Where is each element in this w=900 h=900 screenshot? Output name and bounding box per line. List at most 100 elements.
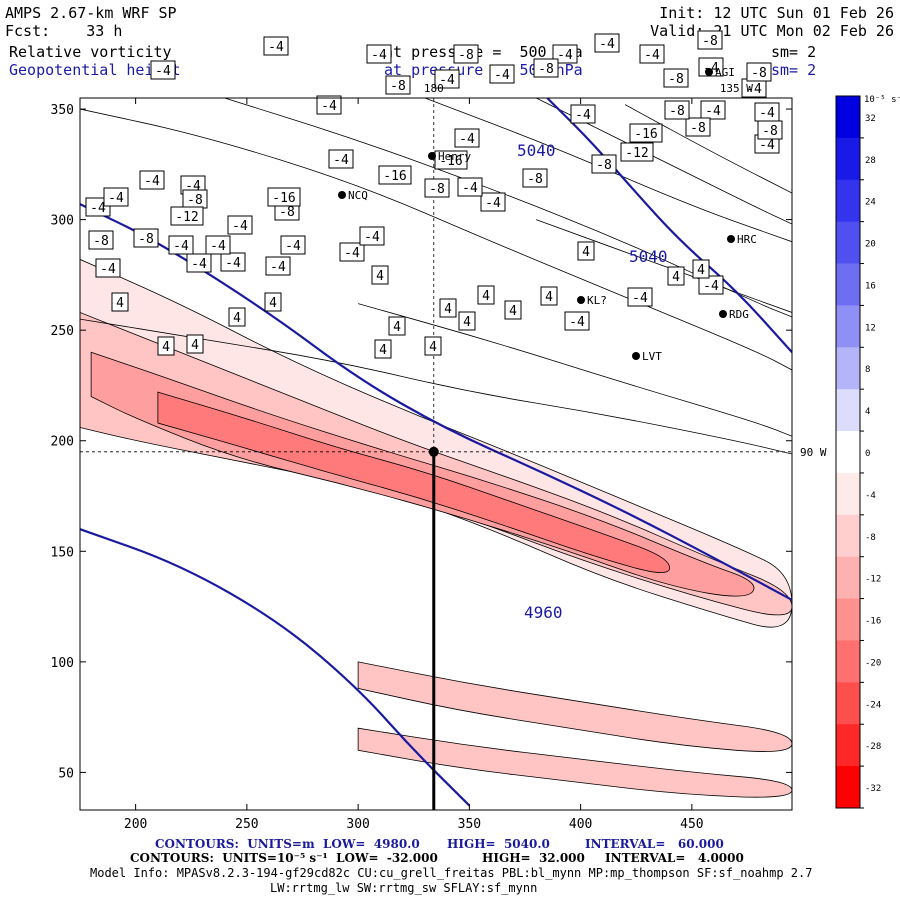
contour-label-text: -8 [668, 72, 684, 87]
model-title: AMPS 2.67-km WRF SP [5, 4, 177, 22]
vort-band-4 [357, 661, 792, 752]
contour-label: -4 [366, 44, 392, 64]
vorticity-fill-layer [80, 258, 792, 798]
colorbar-label: 16 [865, 281, 876, 291]
contour-label-text: -16 [439, 154, 462, 169]
contour-label: -8 [424, 178, 450, 198]
contour-label-box [374, 339, 392, 359]
contour-label-text: -4 [155, 64, 171, 79]
contour-label-text: -8 [138, 232, 154, 247]
contour-label: -4 [434, 69, 460, 89]
contour-label-box [692, 259, 710, 279]
contour-label: -8 [522, 168, 548, 188]
contour-label-text: -4 [100, 262, 116, 277]
contour-label: -8 [757, 120, 783, 140]
contour-label: 4 [374, 339, 392, 359]
contour-label-text: -8 [596, 158, 612, 173]
contour-label-box [280, 235, 306, 255]
contour-label: -4 [265, 256, 291, 276]
crosshair-point [428, 446, 439, 457]
height-contour-high: HIGH= 5040.0 [447, 837, 550, 851]
contour-label-box [591, 154, 617, 174]
contour-label-text: 4 [463, 315, 471, 330]
contour-label: -12 [170, 206, 204, 226]
contour-label-box [359, 226, 385, 246]
contour-label-text: -8 [538, 62, 554, 77]
contour-label-box [629, 123, 663, 143]
contour-label: -8 [385, 75, 411, 95]
colorbar-swatch [836, 598, 860, 641]
contour-label-text: -4 [344, 246, 360, 261]
contour-label: -8 [664, 100, 690, 120]
contour-label-box [667, 266, 685, 286]
contour-label-text: -4 [210, 239, 226, 254]
vort-contour-info: CONTOURS: UNITS=10⁻⁵ s⁻¹ LOW= -32.000 [130, 851, 438, 865]
contour-label-text: -4 [364, 230, 380, 245]
contour-label-box [685, 117, 711, 137]
contour-label-box [697, 30, 723, 50]
colorbar-swatch [836, 221, 860, 265]
contour-label-text: -4 [225, 256, 241, 271]
contour-label-box [424, 336, 442, 356]
x-tick-label: 200 [124, 817, 147, 832]
vort-line-5 [80, 318, 792, 455]
contour-label: -4 [700, 100, 726, 120]
contour-label: 4 [186, 334, 204, 354]
contour-label-box [594, 33, 620, 53]
contour-label: -8 [591, 154, 617, 174]
y-tick-label: 300 [51, 214, 74, 229]
height-contour-info: CONTOURS: UNITS=m LOW= 4980.0 [155, 837, 420, 851]
contour-label: 4 [577, 241, 595, 261]
colorbar-label: 8 [865, 365, 870, 375]
contour-label: -8 [533, 58, 559, 78]
contour-label: -4 [150, 60, 176, 80]
colorbar-swatch [836, 431, 860, 474]
right-axis-label: 90 W [800, 446, 827, 459]
contour-label: -4 [328, 149, 354, 169]
vort-contour-high: HIGH= 32.000 [482, 851, 585, 865]
colorbar: 10⁻⁵ s⁻¹ 32 28 24 20 16 12 8 4 0 -4 -8 -12 -16 -20 -24 -… [835, 95, 900, 809]
contour-label-text: 4 [116, 296, 124, 311]
y-tick-label: 250 [51, 324, 74, 339]
vort-line-6 [358, 303, 792, 437]
colorbar-label: 4 [865, 407, 870, 417]
contour-label-text: 4 [582, 245, 590, 260]
x-tick-label: 300 [346, 817, 369, 832]
colorbar-label: -16 [865, 617, 881, 627]
contour-label-text: 4 [545, 290, 553, 305]
contour-label-box [205, 235, 231, 255]
contour-label: -8 [697, 30, 723, 50]
colorbar-swatch [836, 766, 860, 809]
station-dot [705, 68, 713, 76]
colorbar-swatch [836, 305, 860, 348]
colorbar-unit: 10⁻⁵ s⁻¹ [864, 95, 900, 105]
contour-label-box [220, 252, 246, 272]
y-tick-label: 200 [51, 435, 74, 450]
contour-label-text: -4 [569, 315, 585, 330]
contour-label-box [267, 187, 301, 207]
contour-label: -8 [182, 189, 208, 209]
height-contour-label: 5040 [517, 141, 556, 160]
contour-label-box [170, 206, 204, 226]
colorbar-swatch [836, 724, 860, 767]
colorbar-swatch [836, 472, 860, 516]
colorbar-swatch [836, 556, 860, 600]
contour-label-box [746, 62, 772, 82]
colorbar-label: -12 [865, 575, 881, 585]
contour-label-box [757, 120, 783, 140]
contour-label: -4 [186, 253, 212, 273]
colorbar-swatch [836, 389, 860, 432]
vort-line-2 [424, 98, 792, 243]
contour-label: 4 [477, 285, 495, 305]
field-vorticity: Relative vorticity [9, 43, 172, 61]
contour-label-text: 4 [376, 269, 384, 284]
contour-label-box [328, 149, 354, 169]
contour-label: -4 [103, 187, 129, 207]
contour-label-box [434, 150, 468, 170]
contour-label: -4 [480, 192, 506, 212]
y-tick-label: 150 [51, 545, 74, 560]
contour-label-box [489, 64, 515, 84]
contour-label-box [434, 69, 460, 89]
